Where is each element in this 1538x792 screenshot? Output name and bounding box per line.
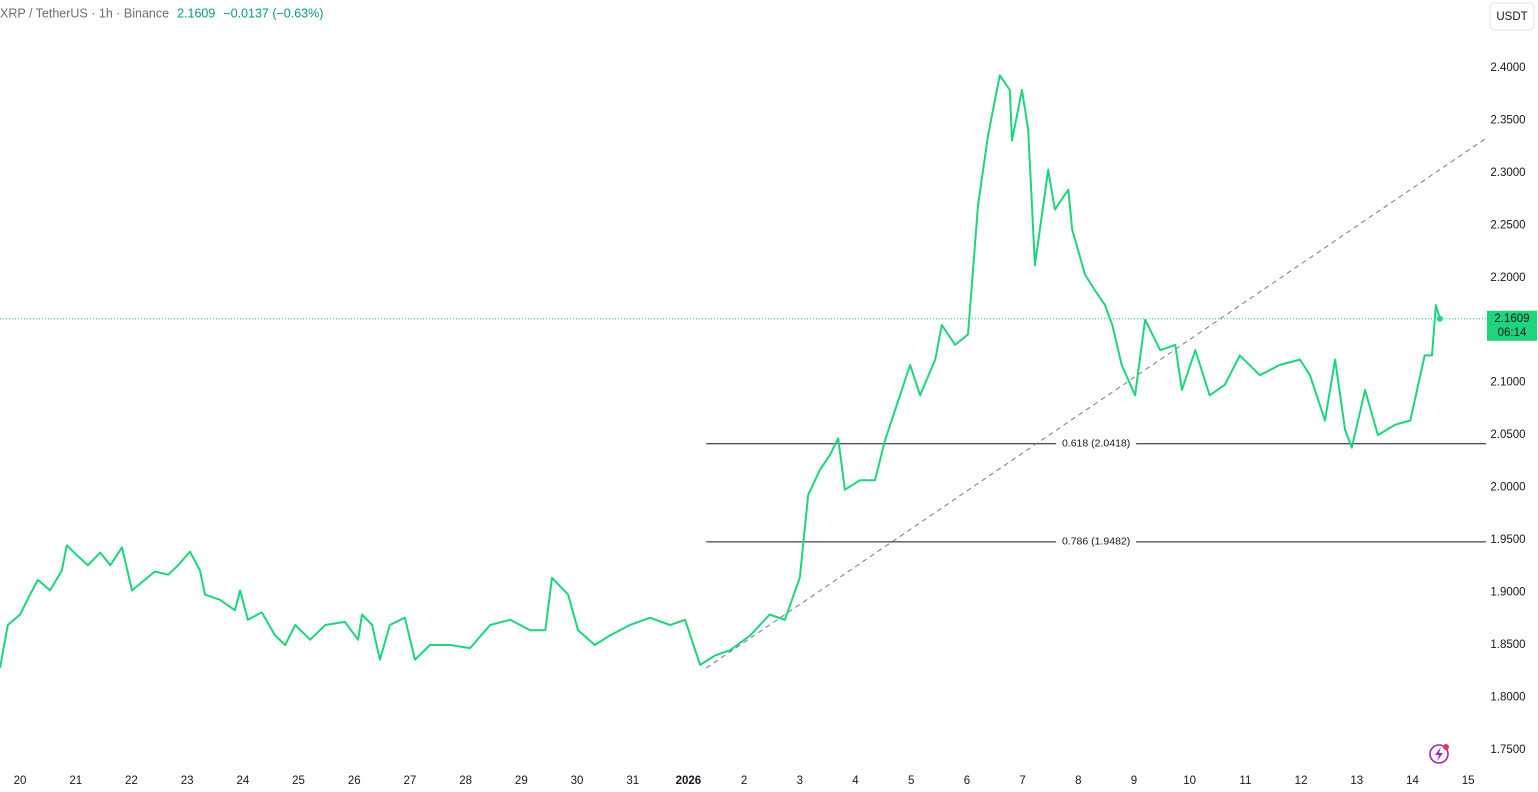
x-tick-label: 11 <box>1239 775 1251 787</box>
x-tick-label: 3 <box>797 775 803 787</box>
y-tick-label: 2.3500 <box>1490 114 1525 126</box>
y-tick-label: 1.8500 <box>1490 639 1525 651</box>
x-tick-label: 31 <box>626 775 639 787</box>
y-tick-label: 2.2000 <box>1490 272 1525 284</box>
x-tick-label: 21 <box>69 775 82 787</box>
x-tick-label: 2026 <box>676 775 702 787</box>
price-label: 2.1609 <box>1494 313 1529 325</box>
last-point <box>1436 315 1443 322</box>
x-tick-label: 29 <box>515 775 528 787</box>
x-tick-label: 24 <box>236 775 249 787</box>
fib-label: 0.786 (1.9482) <box>1062 536 1130 548</box>
header-price: 2.1609 <box>177 6 215 20</box>
y-tick-label: 1.9500 <box>1490 534 1525 546</box>
x-tick-label: 2 <box>741 775 747 787</box>
x-tick-label: 12 <box>1295 775 1308 787</box>
price-line <box>0 74 1441 669</box>
x-tick-label: 4 <box>852 775 859 787</box>
x-tick-label: 25 <box>292 775 305 787</box>
x-tick-label: 22 <box>125 775 138 787</box>
y-tick-label: 2.1000 <box>1490 377 1525 389</box>
y-tick-label: 2.4000 <box>1490 62 1525 74</box>
y-tick-label: 2.0000 <box>1490 482 1525 494</box>
x-tick-label: 7 <box>1019 775 1025 787</box>
header-change: −0.0137 (−0.63%) <box>223 6 323 20</box>
x-tick-label: 10 <box>1183 775 1196 787</box>
price-label-bg <box>1487 310 1537 341</box>
x-tick-label: 8 <box>1075 775 1081 787</box>
x-tick-label: 6 <box>964 775 970 787</box>
y-tick-label: 1.7500 <box>1490 744 1525 756</box>
countdown-label: 06:14 <box>1498 327 1527 339</box>
symbol-title: XRP / TetherUS · 1h · Binance <box>0 6 169 20</box>
currency-label[interactable]: USDT <box>1496 11 1527 23</box>
x-tick-label: 23 <box>181 775 194 787</box>
x-tick-label: 5 <box>908 775 914 787</box>
currency-button[interactable] <box>1489 2 1535 31</box>
y-tick-label: 1.8000 <box>1490 691 1525 703</box>
x-tick-label: 9 <box>1131 775 1137 787</box>
fib-label-bg <box>1056 534 1137 549</box>
x-tick-label: 14 <box>1406 775 1419 787</box>
y-tick-label: 2.3000 <box>1490 167 1525 179</box>
x-tick-label: 15 <box>1462 775 1475 787</box>
x-tick-label: 30 <box>571 775 584 787</box>
x-tick-label: 20 <box>14 775 27 787</box>
fib-label-bg <box>1056 436 1137 451</box>
x-tick-label: 26 <box>348 775 361 787</box>
x-tick-label: 13 <box>1350 775 1363 787</box>
lightning-icon[interactable] <box>1429 744 1449 764</box>
y-tick-label: 1.9000 <box>1490 587 1525 599</box>
x-tick-label: 28 <box>459 775 472 787</box>
y-tick-label: 2.2500 <box>1490 219 1525 231</box>
y-tick-label: 2.0500 <box>1490 429 1525 441</box>
x-tick-label: 27 <box>404 775 417 787</box>
plot-area: 0.618 (2.0418) 0.786 (1.9482) <box>0 74 1487 669</box>
fib-label: 0.618 (2.0418) <box>1062 438 1130 450</box>
trendline <box>705 137 1487 669</box>
